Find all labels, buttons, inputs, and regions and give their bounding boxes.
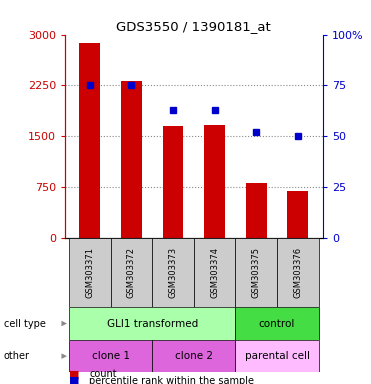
Text: GSM303374: GSM303374 [210, 247, 219, 298]
Text: GSM303372: GSM303372 [127, 247, 136, 298]
Bar [69, 238, 111, 307]
Text: GSM303376: GSM303376 [293, 247, 302, 298]
Text: GSM303373: GSM303373 [168, 247, 178, 298]
Bar [69, 307, 236, 340]
Text: clone 1: clone 1 [92, 351, 130, 361]
Bar [152, 238, 194, 307]
Bar [236, 307, 319, 340]
Bar [277, 238, 319, 307]
Bar [162, 126, 183, 238]
Text: parental cell: parental cell [244, 351, 309, 361]
Bar [194, 238, 236, 307]
Text: other: other [4, 351, 30, 361]
Bar [246, 183, 267, 238]
Text: GSM303375: GSM303375 [252, 247, 261, 298]
Text: percentile rank within the sample: percentile rank within the sample [89, 376, 254, 384]
Bar [288, 190, 308, 238]
Bar [111, 238, 152, 307]
Text: cell type: cell type [4, 318, 46, 329]
Bar [236, 238, 277, 307]
Bar [236, 340, 319, 372]
Bar [121, 81, 142, 238]
Text: count: count [89, 369, 116, 379]
Text: ■: ■ [69, 369, 79, 379]
Bar [69, 340, 152, 372]
Text: ■: ■ [69, 376, 79, 384]
Bar [152, 340, 236, 372]
Text: GLI1 transformed: GLI1 transformed [106, 318, 198, 329]
Bar [204, 125, 225, 238]
Bar [79, 43, 100, 238]
Text: clone 2: clone 2 [175, 351, 213, 361]
Text: control: control [259, 318, 295, 329]
Title: GDS3550 / 1390181_at: GDS3550 / 1390181_at [116, 20, 271, 33]
Text: GSM303371: GSM303371 [85, 247, 94, 298]
